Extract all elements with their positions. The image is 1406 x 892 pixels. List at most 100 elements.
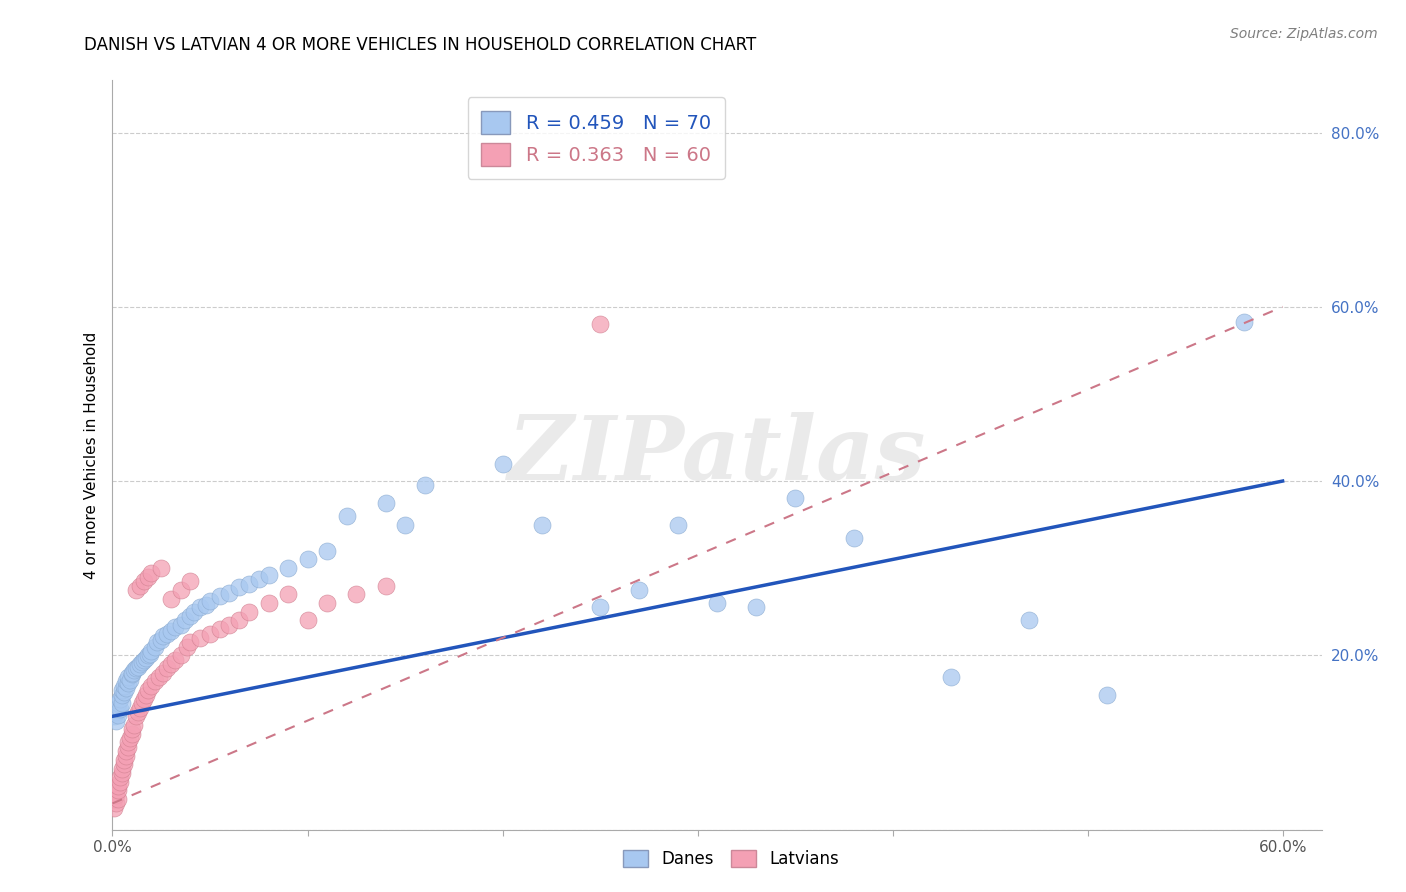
Point [176, 640, 198, 654]
Point [218, 617, 240, 632]
Point [110, 691, 132, 706]
Point [173, 614, 195, 628]
Point [188, 600, 211, 615]
Point [117, 735, 139, 749]
Point [146, 635, 169, 649]
Point [132, 653, 155, 667]
Point [228, 580, 250, 594]
Point [208, 589, 231, 603]
Point [589, 600, 612, 615]
Point [297, 614, 319, 628]
Point [105, 797, 128, 811]
Point [160, 591, 183, 606]
Point [589, 317, 612, 331]
Point [118, 673, 141, 687]
Point [141, 566, 163, 580]
Point [198, 626, 221, 640]
Point [156, 661, 179, 675]
Point [125, 709, 148, 723]
Point [316, 543, 339, 558]
Point [115, 748, 138, 763]
Text: ZIPatlas: ZIPatlas [509, 412, 925, 498]
Point [115, 681, 138, 696]
Point [131, 655, 153, 669]
Point [125, 582, 148, 597]
Point [1233, 316, 1256, 330]
Point [160, 657, 183, 671]
Point [111, 766, 134, 780]
Point [135, 651, 157, 665]
Point [374, 579, 396, 593]
Point [413, 478, 436, 492]
Point [257, 596, 280, 610]
Point [110, 774, 132, 789]
Point [112, 685, 135, 699]
Point [145, 640, 167, 654]
Point [939, 670, 962, 684]
Point [316, 596, 339, 610]
Point [148, 670, 170, 684]
Point [138, 647, 160, 661]
Point [132, 691, 155, 706]
Point [121, 727, 143, 741]
Point [107, 783, 129, 797]
Point [121, 723, 143, 737]
Legend: Danes, Latvians: Danes, Latvians [617, 843, 845, 875]
Y-axis label: 4 or more Vehicles in Household: 4 or more Vehicles in Household [83, 331, 98, 579]
Point [706, 596, 728, 610]
Point [628, 582, 651, 597]
Point [127, 659, 149, 673]
Point [150, 632, 173, 647]
Point [394, 517, 416, 532]
Point [117, 670, 139, 684]
Point [115, 744, 138, 758]
Point [183, 605, 205, 619]
Point [491, 457, 513, 471]
Point [122, 663, 145, 677]
Point [131, 696, 153, 710]
Point [121, 665, 143, 680]
Point [257, 568, 280, 582]
Point [122, 718, 145, 732]
Point [141, 644, 163, 658]
Point [132, 574, 155, 589]
Point [170, 648, 193, 663]
Text: DANISH VS LATVIAN 4 OR MORE VEHICLES IN HOUSEHOLD CORRELATION CHART: DANISH VS LATVIAN 4 OR MORE VEHICLES IN … [84, 36, 756, 54]
Point [107, 696, 129, 710]
Point [160, 624, 183, 638]
Point [107, 792, 129, 806]
Point [179, 574, 201, 589]
Point [128, 657, 150, 671]
Point [115, 674, 138, 689]
Point [112, 679, 135, 693]
Point [125, 661, 148, 675]
Point [842, 531, 865, 545]
Point [1095, 688, 1118, 702]
Point [105, 714, 128, 728]
Point [111, 688, 134, 702]
Point [170, 582, 193, 597]
Point [111, 683, 134, 698]
Point [103, 709, 125, 723]
Point [247, 572, 270, 586]
Point [128, 700, 150, 714]
Point [218, 585, 240, 599]
Point [152, 629, 174, 643]
Point [112, 753, 135, 767]
Point [110, 770, 132, 784]
Point [141, 679, 163, 693]
Point [107, 700, 129, 714]
Point [136, 683, 159, 698]
Point [195, 598, 218, 612]
Point [118, 731, 141, 745]
Point [117, 676, 139, 690]
Point [121, 667, 143, 681]
Point [117, 739, 139, 754]
Point [107, 707, 129, 722]
Point [335, 508, 357, 523]
Point [152, 665, 174, 680]
Point [188, 631, 211, 645]
Point [128, 579, 150, 593]
Point [105, 705, 128, 719]
Point [198, 594, 221, 608]
